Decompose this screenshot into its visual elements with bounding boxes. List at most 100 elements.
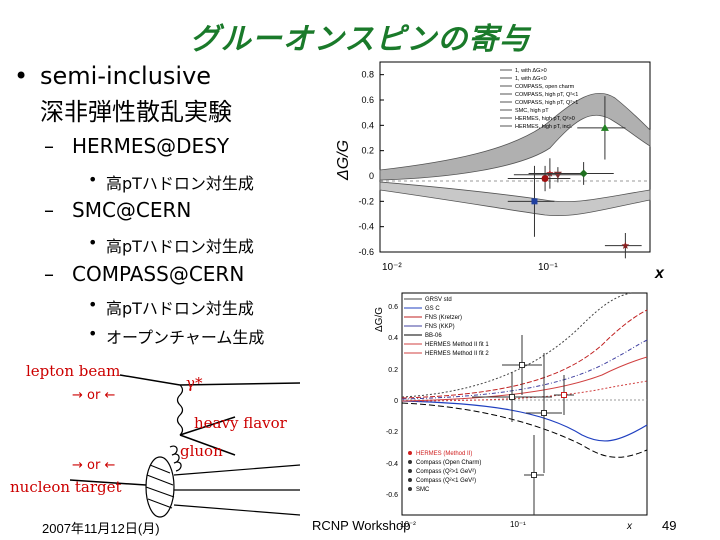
y-tick-label: 0.6 bbox=[361, 95, 374, 105]
curve-band-positive bbox=[379, 92, 651, 181]
y-tick-label: -0.4 bbox=[358, 222, 374, 232]
nucleon-blob bbox=[145, 456, 175, 518]
legend-entry: HERMES Method II fit 1 bbox=[425, 342, 489, 348]
bullet-semi-inclusive: semi-inclusive bbox=[40, 62, 212, 90]
curve-grsv bbox=[401, 292, 633, 398]
legend-entry: FNS (KKP) bbox=[425, 324, 455, 330]
chart-delta-g-bottom: ΔG/G x 0.60.40.20-0.2-0.4-0.6 10⁻² 10⁻¹ … bbox=[374, 292, 648, 532]
x-tick-label: 10⁻² bbox=[382, 262, 402, 273]
slide-title: グルーオンスピンの寄与 bbox=[189, 22, 531, 57]
curve-band-negative bbox=[379, 181, 651, 216]
item-compass-highpt: 高pTハドロン対生成 bbox=[106, 299, 254, 318]
legend-entry: Compass (Q²<1 GeV²) bbox=[416, 478, 476, 484]
item-smc-highpt: 高pTハドロン対生成 bbox=[106, 237, 254, 256]
footer-date: 2007年11月12日(月) bbox=[42, 521, 160, 536]
label-heavy-flavor: heavy flavor bbox=[194, 414, 287, 432]
x-axis-label: x bbox=[626, 521, 633, 532]
curve-fns-kkp bbox=[401, 339, 648, 400]
data-point bbox=[561, 392, 567, 398]
curve-fns-kretzer bbox=[401, 309, 648, 399]
bullet-dis-experiment: 深非弾性散乱実験 bbox=[40, 98, 232, 126]
legend-entry: COMPASS, high pT, Q²>1 bbox=[515, 100, 578, 106]
lepton-line-out bbox=[179, 382, 301, 386]
y-tick-label: -0.4 bbox=[386, 461, 398, 468]
y-ticks: 0.8 0.6 0.4 0.2 0 -0.2 -0.4 -0.6 bbox=[358, 70, 384, 257]
sub-hermes: HERMES@DESY bbox=[72, 134, 230, 158]
legend-entry: FNS (Kretzer) bbox=[425, 315, 462, 321]
y-tick-label: 0.8 bbox=[361, 70, 374, 80]
footer-page-number: 49 bbox=[662, 518, 677, 533]
legend-entry: 1, with ΔG<0 bbox=[515, 76, 547, 82]
legend-entry: COMPASS, high pT, Q²<1 bbox=[515, 92, 578, 98]
legend-marker bbox=[408, 460, 412, 464]
data-point bbox=[531, 472, 537, 478]
legend: GRSV std GS C FNS (Kretzer) FNS (KKP) BB-06 H… bbox=[404, 297, 489, 493]
label-nucleon-target: nucleon target bbox=[10, 478, 122, 496]
legend-entry: Compass (Q²>1 GeV²) bbox=[416, 469, 476, 475]
data-point bbox=[541, 410, 547, 416]
legend: 1, with ΔG>0 1, with ΔG<0 COMPASS, open ch… bbox=[500, 68, 578, 130]
x-tick-label: 10⁻¹ bbox=[538, 262, 558, 273]
x-tick-label: 10⁻¹ bbox=[510, 520, 526, 529]
item-marker: • bbox=[88, 233, 98, 252]
chart-delta-g-top: ΔG/G x 0.8 0.6 0.4 0.2 0 -0.2 -0.4 -0.6 10⁻² 10… bbox=[335, 61, 665, 282]
y-tick-label: 0.2 bbox=[388, 367, 398, 374]
sub-smc: SMC@CERN bbox=[72, 198, 192, 222]
item-marker: • bbox=[88, 170, 98, 189]
footer-workshop: RCNP Workshop bbox=[312, 518, 411, 533]
legend-entry: HERMES, high pT, Q²>0 bbox=[515, 116, 575, 122]
plot-area bbox=[401, 292, 648, 516]
data-point bbox=[509, 394, 515, 400]
y-ticks: 0.6 0.4 0.2 0 -0.2 -0.4 -0.6 bbox=[386, 304, 398, 499]
legend-entry: HERMES, high pT, incl. bbox=[515, 124, 573, 130]
nucleon-line-in bbox=[69, 479, 147, 486]
legend-marker bbox=[408, 451, 412, 455]
label-or-bottom: → or ← bbox=[72, 458, 116, 473]
gluon-line bbox=[169, 445, 182, 472]
legend-entry: GS C bbox=[425, 306, 440, 312]
photon-line bbox=[176, 384, 184, 436]
data-point bbox=[519, 362, 525, 368]
item-open-charm: オープンチャーム生成 bbox=[106, 328, 265, 347]
legend-marker bbox=[408, 487, 412, 491]
data-points bbox=[507, 96, 642, 259]
data-point-triangle-up bbox=[600, 123, 609, 131]
curve-gsc bbox=[401, 400, 648, 442]
label-or-top: → or ← bbox=[72, 388, 116, 403]
x-axis-label: x bbox=[654, 265, 665, 282]
y-tick-label: -0.2 bbox=[386, 429, 398, 436]
lepton-line-in bbox=[119, 374, 181, 386]
item-marker: • bbox=[88, 295, 98, 314]
legend-entry: HERMES (Method II) bbox=[416, 451, 472, 457]
feynman-diagram bbox=[69, 374, 301, 518]
legend-marker bbox=[408, 478, 412, 482]
y-tick-label: -0.6 bbox=[386, 492, 398, 499]
legend-entry: HERMES Method II fit 2 bbox=[425, 351, 489, 357]
label-lepton-beam: lepton beam bbox=[26, 362, 121, 380]
legend-entry: Compass (Open Charm) bbox=[416, 460, 481, 466]
sub-compass: COMPASS@CERN bbox=[72, 262, 245, 286]
x-tick-label: 10⁻² bbox=[400, 520, 416, 529]
legend-entry: COMPASS, open charm bbox=[515, 84, 575, 90]
data-point-star bbox=[621, 241, 630, 249]
data-point-diamond bbox=[579, 169, 588, 178]
legend-entry: BB-06 bbox=[425, 333, 442, 339]
y-tick-label: 0 bbox=[394, 398, 398, 405]
legend-entry: SMC, high pT bbox=[515, 108, 549, 114]
y-tick-label: -0.6 bbox=[358, 247, 374, 257]
legend-entry: SMC bbox=[416, 487, 430, 493]
label-gamma: γ* bbox=[186, 374, 203, 392]
dash-smc: – bbox=[44, 198, 54, 222]
heavy-quark-line-2 bbox=[179, 434, 236, 456]
item-marker: • bbox=[88, 324, 98, 343]
data-point-circle bbox=[541, 175, 549, 183]
y-tick-label: 0.6 bbox=[388, 304, 398, 311]
y-axis-label: ΔG/G bbox=[335, 140, 352, 181]
legend-entry: GRSV std bbox=[425, 297, 452, 303]
y-axis-label: ΔG/G bbox=[374, 307, 385, 332]
y-tick-label: 0.4 bbox=[388, 335, 398, 342]
curve-hermes-fit1 bbox=[401, 356, 648, 402]
bullet-marker: • bbox=[14, 62, 29, 90]
data-points bbox=[472, 335, 574, 515]
dash-compass: – bbox=[44, 262, 54, 286]
